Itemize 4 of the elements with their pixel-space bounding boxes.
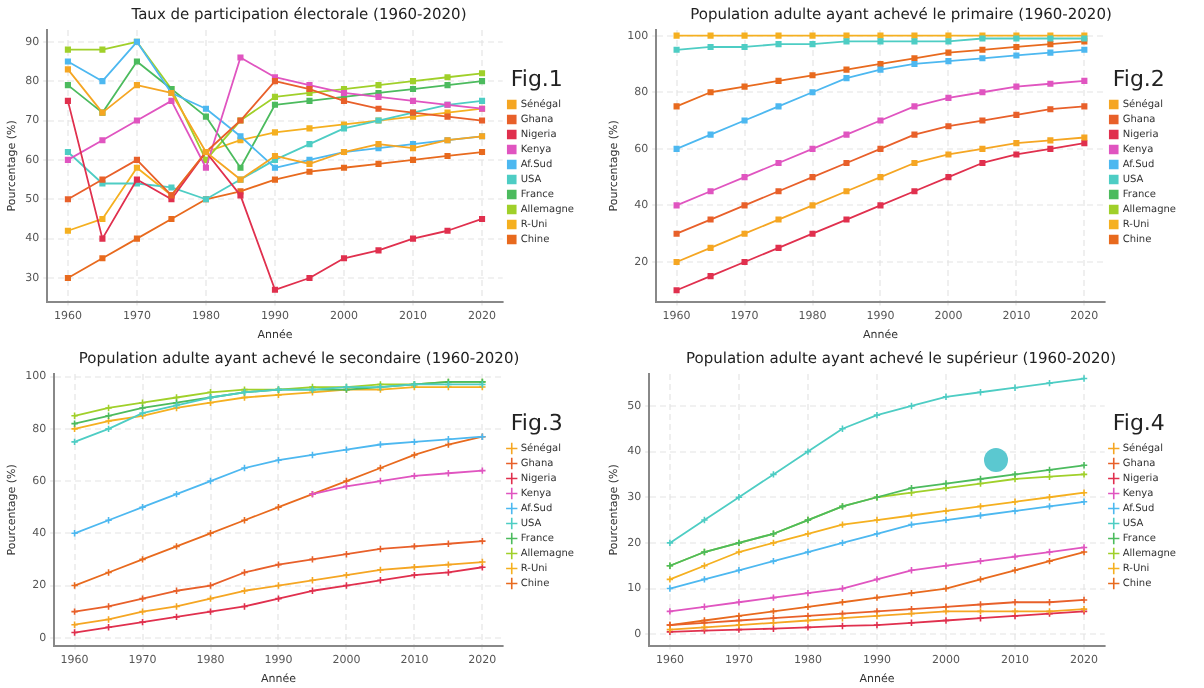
caption: Fig.3 [510,409,563,436]
caption: Fig.1 [510,65,563,92]
caption: Fig.4 [1112,409,1165,436]
caption: Fig.2 [1112,65,1165,92]
